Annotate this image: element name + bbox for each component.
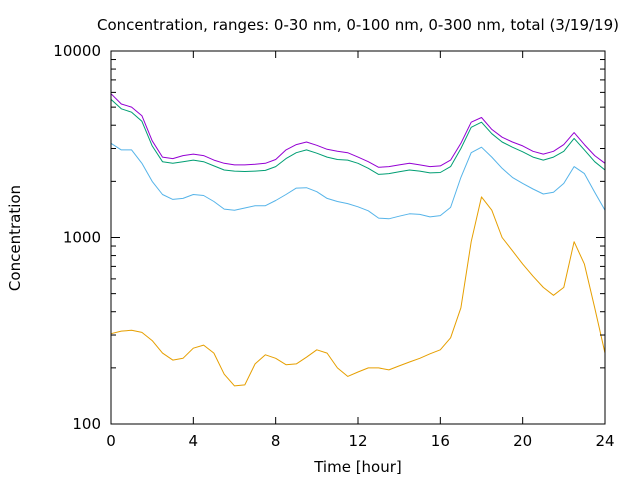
x-tick-label: 0 <box>106 432 116 450</box>
series-line-1 <box>110 196 606 387</box>
series-line-4 <box>110 93 606 168</box>
y-tick-label: 10000 <box>53 42 101 60</box>
x-tick-label: 24 <box>595 432 614 450</box>
x-tick-label: 20 <box>513 432 532 450</box>
series-layer <box>110 93 606 387</box>
x-tick-label: 4 <box>189 432 199 450</box>
y-axis-label: Concentration <box>6 185 24 291</box>
series-line-3 <box>110 99 606 175</box>
chart-title: Concentration, ranges: 0-30 nm, 0-100 nm… <box>97 16 619 34</box>
plot-frame <box>110 50 606 425</box>
x-tick-label: 16 <box>431 432 450 450</box>
series-line-2 <box>110 142 606 220</box>
x-axis-label: Time [hour] <box>313 458 402 476</box>
y-tick-label: 100 <box>72 415 101 433</box>
x-tick-label: 8 <box>271 432 281 450</box>
x-tick-label: 12 <box>348 432 367 450</box>
ticks-layer: 0 4 8 12 16 20 24 100 1000 10000 <box>53 42 614 450</box>
y-tick-label: 1000 <box>63 229 101 247</box>
